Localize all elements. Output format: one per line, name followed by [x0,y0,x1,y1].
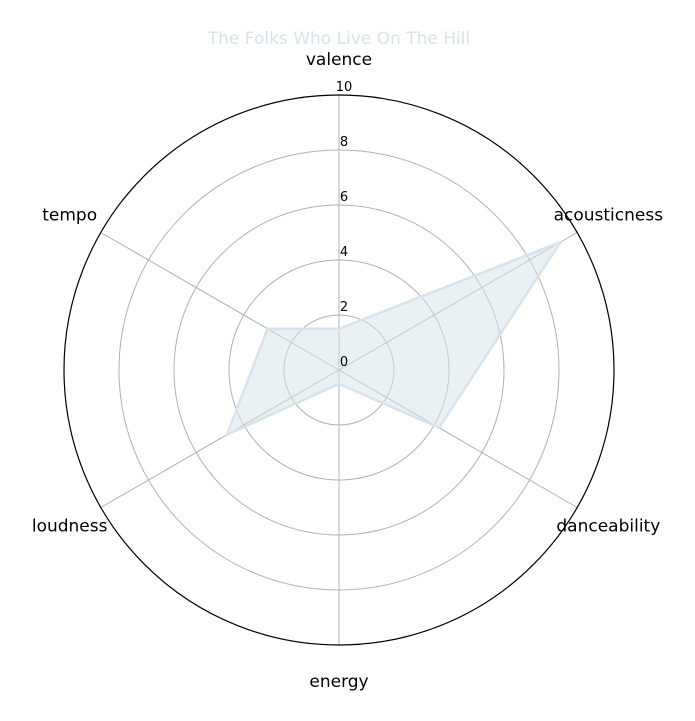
chart-title: The Folks Who Live On The Hill [207,29,470,49]
axis-label-energy: energy [309,672,368,692]
axis-label-acousticness: acousticness [554,206,664,226]
series-area-0 [225,240,562,436]
axis-label-valence: valence [306,50,372,70]
outer-frame [63,94,615,646]
radial-tick-2: 2 [340,300,348,315]
radial-tick-6: 6 [340,190,348,205]
data-point-valence [337,327,341,330]
data-point-energy [337,382,341,385]
radial-tick-10: 10 [336,80,353,95]
axis-label-loudness: loudness [32,517,108,537]
label-layer: valence acousticness danceability energy lou… [32,50,663,692]
data-layer [225,240,562,436]
axis-label-danceability: danceability [556,517,660,537]
axis-label-tempo: tempo [42,206,97,226]
radial-tick-4: 4 [340,245,348,260]
data-point-loudness [225,433,229,436]
radial-tick-0: 0 [340,355,348,370]
data-point-tempo [266,327,269,330]
radial-tick-8: 8 [340,135,348,150]
data-point-danceability [437,426,441,429]
tick-layer: 0 2 4 6 8 10 [336,80,353,370]
data-point-acousticness [559,240,562,244]
grid-layer [63,94,615,646]
